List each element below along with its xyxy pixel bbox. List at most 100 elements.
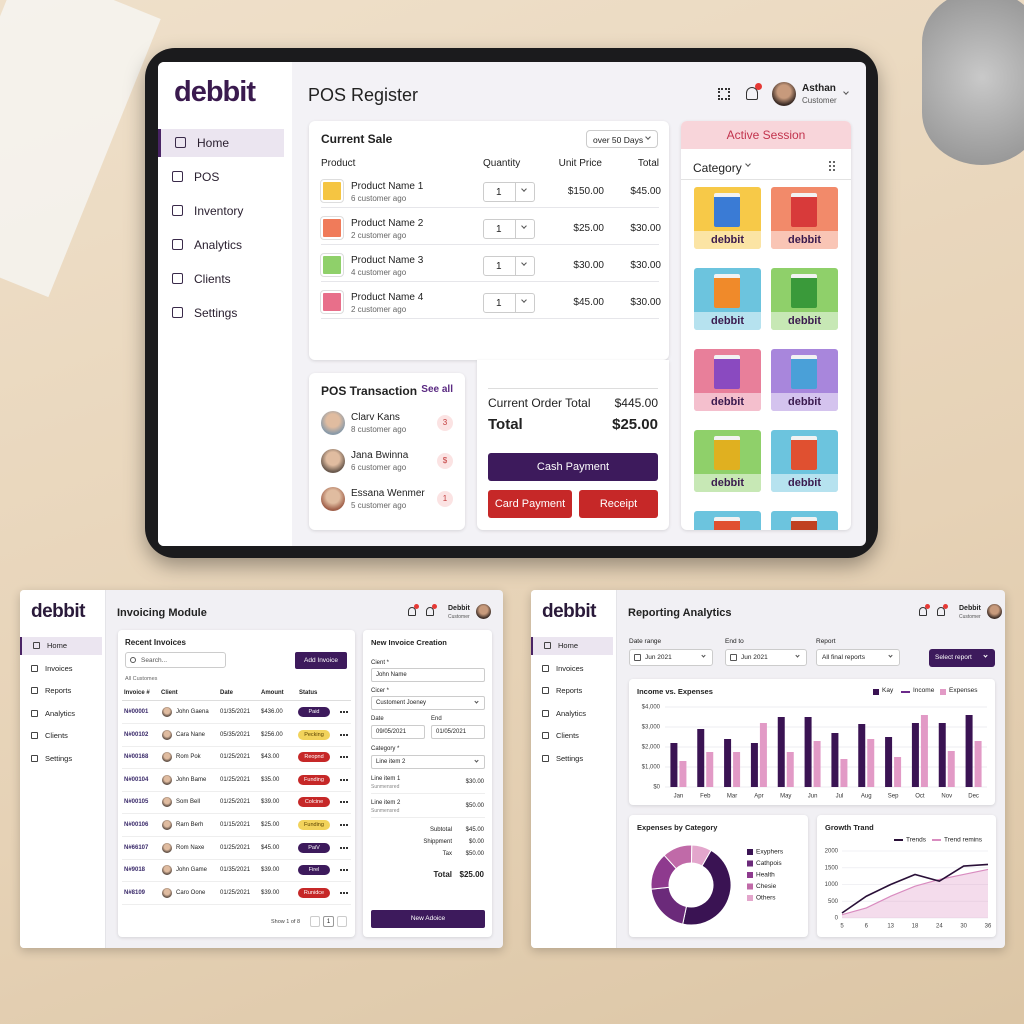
invoice-date: 01/25/2021 — [220, 844, 251, 851]
search-box[interactable]: Search... — [125, 652, 226, 668]
nav-item[interactable]: Analytics — [20, 705, 102, 723]
row-menu[interactable] — [340, 801, 348, 804]
bell-icon[interactable] — [426, 607, 434, 616]
row-menu[interactable] — [340, 869, 348, 872]
invoice-amount: $45.00 — [261, 844, 280, 851]
nav-item[interactable]: Analytics — [158, 231, 284, 259]
nav-item[interactable]: Settings — [158, 299, 284, 327]
nav-item[interactable]: Settings — [20, 750, 102, 768]
bar — [965, 715, 973, 787]
nav-label: Inventory — [194, 204, 244, 218]
filter-select[interactable]: All final reports — [816, 649, 900, 666]
product-tile[interactable]: debbit — [771, 430, 838, 492]
product-tile[interactable]: debbit — [694, 349, 761, 411]
row-menu[interactable] — [340, 778, 348, 781]
product-tile[interactable]: debbit — [694, 268, 761, 330]
total-label: Total — [433, 870, 452, 879]
product-tile[interactable] — [771, 511, 838, 530]
bell-icon[interactable] — [746, 87, 758, 100]
bar — [840, 759, 848, 787]
see-all-link[interactable]: See all — [421, 384, 453, 395]
input-field[interactable]: 01/05/2021 — [431, 725, 485, 739]
invoice-amount: $35.00 — [261, 776, 280, 783]
page-current[interactable]: 1 — [323, 916, 334, 927]
invoice-date: 01/15/2021 — [220, 822, 251, 828]
row-menu[interactable] — [340, 824, 348, 826]
invoice-date: 01/25/2021 — [220, 776, 251, 783]
product-tile[interactable]: debbit — [694, 430, 761, 492]
page-next[interactable] — [337, 916, 347, 927]
product-tile[interactable]: debbit — [694, 187, 761, 249]
page-title: Reporting Analytics — [628, 607, 732, 619]
apps-icon[interactable] — [718, 88, 730, 100]
reporting-panel: debbit Home Invoices Reports Analytics Client… — [531, 590, 1005, 948]
row-menu[interactable] — [340, 846, 348, 849]
product-tile[interactable] — [694, 511, 761, 530]
product-name: Product Name 4 — [351, 292, 424, 303]
filter-select[interactable]: Jun 2021 — [629, 649, 713, 666]
nav-item[interactable]: Clients — [158, 265, 284, 293]
product-tile[interactable]: debbit — [771, 187, 838, 249]
row-menu[interactable] — [340, 756, 348, 759]
bell-icon[interactable] — [408, 607, 416, 616]
quantity-select[interactable]: 1 — [483, 182, 535, 202]
client-avatar — [162, 797, 172, 808]
input-field[interactable]: Line item 2 — [371, 755, 485, 769]
receipt-button[interactable]: Receipt — [579, 490, 658, 518]
select-report-button[interactable]: Select report — [929, 649, 995, 667]
row-menu[interactable] — [340, 711, 348, 713]
user-name: Asthan — [802, 83, 836, 94]
bell-icon[interactable] — [919, 607, 927, 616]
input-field[interactable]: Customent Joeney — [371, 696, 485, 710]
nav-item[interactable]: POS — [158, 163, 284, 191]
status-pill: Paid — [298, 707, 330, 717]
nav-item[interactable]: Home — [20, 637, 102, 655]
nav-label: Clients — [556, 731, 579, 740]
filter-select[interactable]: Jun 2021 — [725, 649, 807, 666]
nav-item[interactable]: Home — [158, 129, 284, 157]
nav-item[interactable]: Invoices — [531, 660, 613, 678]
cash-button[interactable]: Cash Payment — [488, 453, 658, 481]
card-title: POS Transaction — [321, 384, 418, 398]
nav-item[interactable]: Inventory — [158, 197, 284, 225]
nav-item[interactable]: Home — [531, 637, 613, 655]
column-header: Date — [220, 690, 234, 696]
divider — [122, 836, 351, 837]
legend-label: Health — [756, 872, 775, 879]
chevron — [645, 134, 651, 140]
chevron — [888, 653, 893, 658]
product-pack — [791, 274, 817, 308]
row-menu[interactable] — [340, 733, 348, 736]
nav-icon — [31, 732, 38, 739]
field-label: Category * — [371, 746, 400, 752]
bar — [974, 741, 982, 787]
nav-item[interactable]: Clients — [531, 727, 613, 745]
product-tile[interactable]: debbit — [771, 268, 838, 330]
input-field[interactable]: John Name — [371, 668, 485, 682]
nav-item[interactable]: Reports — [531, 682, 613, 700]
input-field[interactable]: 09/05/2021 — [371, 725, 425, 739]
page-prev[interactable] — [310, 916, 320, 927]
nav-item[interactable]: Clients — [20, 727, 102, 745]
line-total: $30.00 — [630, 223, 661, 234]
nav-item[interactable]: Settings — [531, 750, 613, 768]
tile-label: debbit — [771, 474, 838, 492]
create-button[interactable]: New Adoice — [371, 910, 485, 928]
quantity-select[interactable]: 1 — [483, 293, 535, 313]
quantity-select[interactable]: 1 — [483, 256, 535, 276]
row-menu[interactable] — [340, 891, 348, 894]
bell-icon[interactable] — [937, 607, 945, 616]
nav-item[interactable]: Analytics — [531, 705, 613, 723]
product-tile[interactable]: debbit — [771, 349, 838, 411]
filter-select[interactable]: over 50 Days — [586, 130, 658, 148]
quantity-value: 1 — [496, 187, 502, 198]
column-header: Invoice # — [124, 690, 150, 696]
field-label: End — [431, 716, 442, 722]
card-title: Current Sale — [321, 132, 393, 146]
card-button[interactable]: Card Payment — [488, 490, 572, 518]
nav-item[interactable]: Invoices — [20, 660, 102, 678]
add-invoice-button[interactable]: Add Invoice — [295, 652, 347, 669]
nav-item[interactable]: Reports — [20, 682, 102, 700]
quantity-select[interactable]: 1 — [483, 219, 535, 239]
client-sub: 8 customer ago — [351, 425, 407, 434]
